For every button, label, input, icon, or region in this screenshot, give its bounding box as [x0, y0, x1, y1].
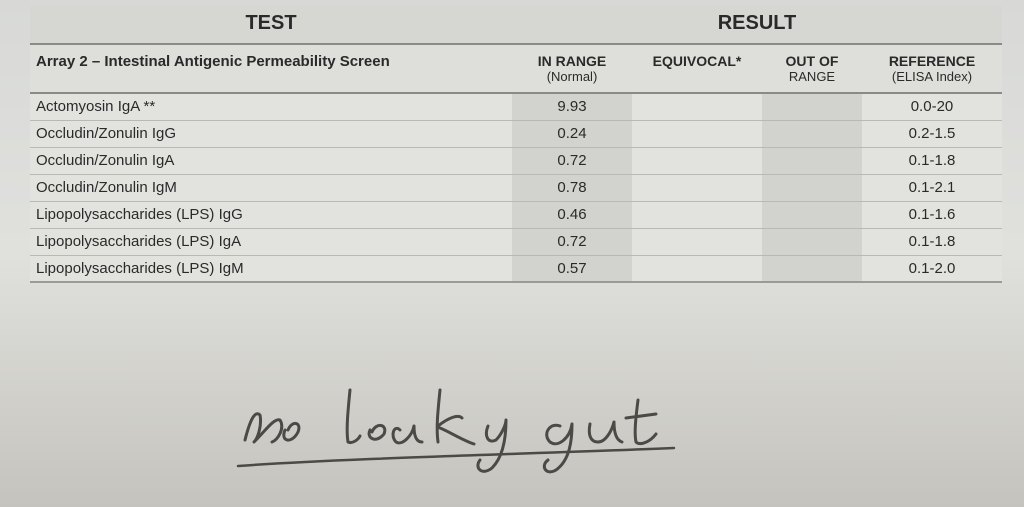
col-equivocal: EQUIVOCAL*: [632, 44, 762, 93]
out-of-range-value: [762, 147, 862, 174]
results-table: TEST RESULT Array 2 – Intestinal Antigen…: [30, 6, 1002, 283]
col-reference: REFERENCE (ELISA Index): [862, 44, 1002, 93]
col-in-range-sub: (Normal): [518, 69, 626, 84]
table-row: Occludin/Zonulin IgG0.24 0.2-1.5: [30, 120, 1002, 147]
reference-value: 0.1-2.0: [862, 255, 1002, 282]
out-of-range-value: [762, 201, 862, 228]
equivocal-value: [632, 201, 762, 228]
col-oor-l1: OUT OF: [786, 53, 839, 69]
out-of-range-value: [762, 228, 862, 255]
equivocal-value: [632, 93, 762, 120]
test-name: Lipopolysaccharides (LPS) IgM: [30, 255, 512, 282]
in-range-value: 9.93: [512, 93, 632, 120]
col-oor-l2: RANGE: [768, 69, 856, 84]
equivocal-value: [632, 174, 762, 201]
out-of-range-value: [762, 120, 862, 147]
col-reference-sub: (ELISA Index): [868, 69, 996, 84]
equivocal-value: [632, 120, 762, 147]
table-row: Lipopolysaccharides (LPS) IgM0.57 0.1-2.0: [30, 255, 1002, 282]
table-row: Lipopolysaccharides (LPS) IgA0.72 0.1-1.8: [30, 228, 1002, 255]
test-name: Actomyosin IgA **: [30, 93, 512, 120]
table-row: Lipopolysaccharides (LPS) IgG0.46 0.1-1.6: [30, 201, 1002, 228]
in-range-value: 0.78: [512, 174, 632, 201]
in-range-value: 0.72: [512, 228, 632, 255]
col-result-header: RESULT: [512, 6, 1002, 44]
reference-value: 0.2-1.5: [862, 120, 1002, 147]
reference-value: 0.1-1.8: [862, 228, 1002, 255]
lab-report-sheet: TEST RESULT Array 2 – Intestinal Antigen…: [12, 0, 1012, 283]
equivocal-value: [632, 147, 762, 174]
reference-value: 0.1-1.8: [862, 147, 1002, 174]
col-reference-label: REFERENCE: [889, 53, 975, 69]
equivocal-value: [632, 255, 762, 282]
reference-value: 0.1-1.6: [862, 201, 1002, 228]
out-of-range-value: [762, 174, 862, 201]
col-in-range: IN RANGE (Normal): [512, 44, 632, 93]
reference-value: 0.0-20: [862, 93, 1002, 120]
test-name: Occludin/Zonulin IgA: [30, 147, 512, 174]
reference-value: 0.1-2.1: [862, 174, 1002, 201]
table-row: Occludin/Zonulin IgM0.78 0.1-2.1: [30, 174, 1002, 201]
test-name: Lipopolysaccharides (LPS) IgA: [30, 228, 512, 255]
test-name: Occludin/Zonulin IgG: [30, 120, 512, 147]
in-range-value: 0.57: [512, 255, 632, 282]
out-of-range-value: [762, 93, 862, 120]
in-range-value: 0.24: [512, 120, 632, 147]
handwritten-note: no leaky gut: [230, 370, 790, 490]
col-out-of-range: OUT OF RANGE: [762, 44, 862, 93]
table-row: Actomyosin IgA **9.93 0.0-20: [30, 93, 1002, 120]
panel-subtitle: Array 2 – Intestinal Antigenic Permeabil…: [30, 44, 512, 93]
equivocal-value: [632, 228, 762, 255]
test-name: Occludin/Zonulin IgM: [30, 174, 512, 201]
col-in-range-label: IN RANGE: [538, 53, 606, 69]
in-range-value: 0.46: [512, 201, 632, 228]
in-range-value: 0.72: [512, 147, 632, 174]
table-row: Occludin/Zonulin IgA0.72 0.1-1.8: [30, 147, 1002, 174]
col-test-header: TEST: [30, 6, 512, 44]
test-name: Lipopolysaccharides (LPS) IgG: [30, 201, 512, 228]
out-of-range-value: [762, 255, 862, 282]
